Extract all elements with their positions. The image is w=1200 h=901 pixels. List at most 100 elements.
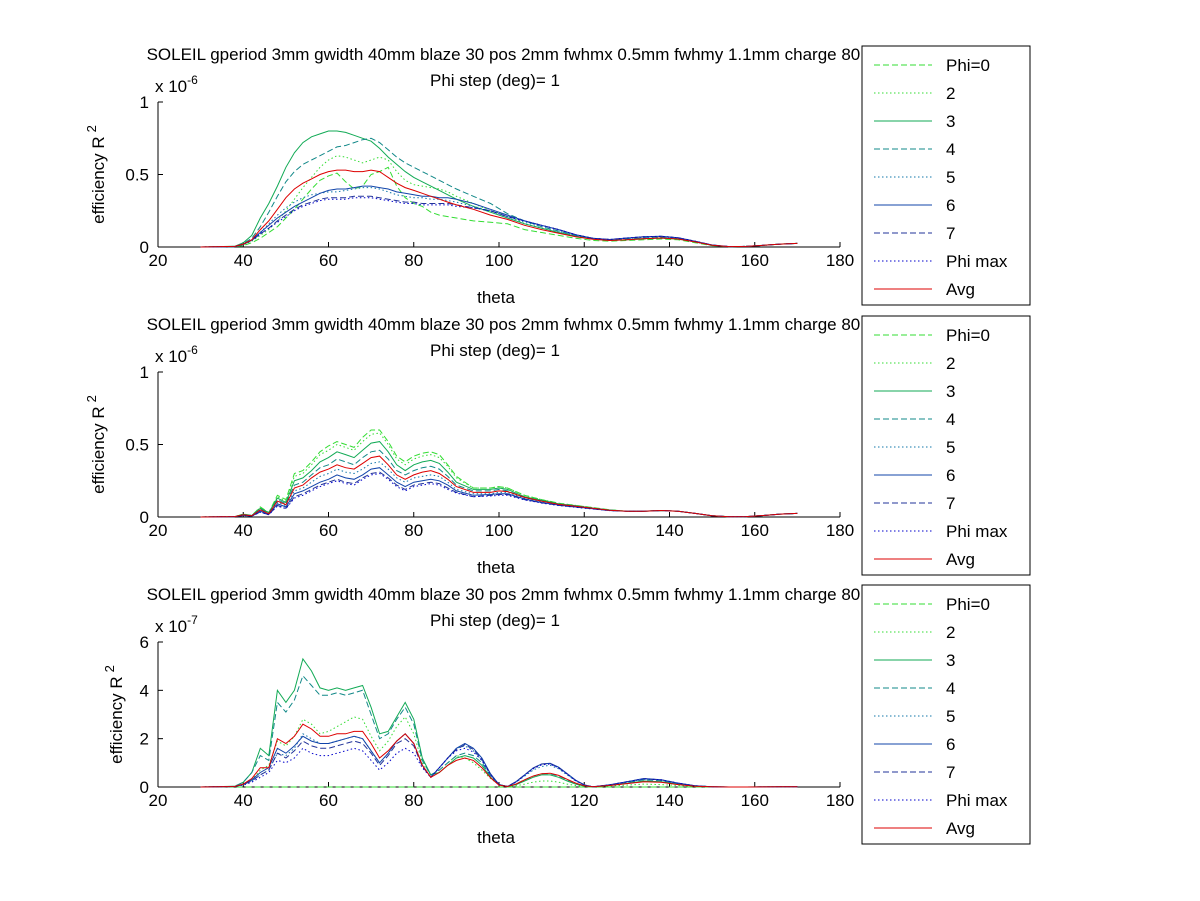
- x-tick-label: 160: [741, 791, 769, 810]
- series-line-phi-max: [200, 747, 798, 788]
- y-tick-label: 2: [140, 730, 149, 749]
- series-line-4: [200, 449, 798, 518]
- legend-entry-label: Phi max: [946, 522, 1008, 541]
- series-line-avg: [200, 723, 798, 788]
- legend-entry-label: Phi=0: [946, 56, 990, 75]
- series-line-avg: [200, 169, 798, 248]
- chart-subtitle: Phi step (deg)= 1: [430, 341, 560, 360]
- x-tick-label: 40: [234, 521, 253, 540]
- legend-entry-label: Avg: [946, 819, 975, 838]
- y-tick-label: 1: [140, 93, 149, 112]
- legend-entry-label: 3: [946, 382, 955, 401]
- y-tick-label: 6: [140, 633, 149, 652]
- x-tick-label: 60: [319, 251, 338, 270]
- y-tick-label: 0: [140, 238, 149, 257]
- chart-title: SOLEIL gperiod 3mm gwidth 40mm blaze 30 …: [147, 585, 944, 604]
- chart-title: SOLEIL gperiod 3mm gwidth 40mm blaze 30 …: [147, 315, 944, 334]
- y-tick-label: 0.5: [125, 166, 149, 185]
- chart-subtitle: Phi step (deg)= 1: [430, 611, 560, 630]
- x-tick-label: 140: [655, 521, 683, 540]
- legend-entry-label: Phi max: [946, 791, 1008, 810]
- series-line-4: [200, 137, 798, 248]
- series-group: [200, 657, 798, 788]
- x-tick-label: 100: [485, 251, 513, 270]
- legend-entry-label: 2: [946, 623, 955, 642]
- series-line-2: [200, 432, 798, 518]
- series-line-3: [200, 441, 798, 518]
- y-axis-label: efficiency R 2: [84, 125, 108, 224]
- y-tick-label: 4: [140, 681, 149, 700]
- legend: Phi=0 2 3 4 5 6 7 Phi max Avg: [861, 584, 1031, 845]
- x-tick-label: 40: [234, 791, 253, 810]
- exponent-power: -7: [187, 613, 198, 627]
- legend-entry-label: 3: [946, 651, 955, 670]
- y-tick-label: 0: [140, 778, 149, 797]
- legend-entry-label: 2: [946, 84, 955, 103]
- series-group: [200, 130, 798, 248]
- series-line-6: [200, 185, 798, 248]
- chart-panel-2: 20 40 60 80 100 120 140 160 180 0 0.5 1 x 10-6 SOLEIL…: [84, 315, 1031, 577]
- legend-entry-label: 6: [946, 466, 955, 485]
- y-axis-label: efficiency R 2: [102, 665, 126, 764]
- x-tick-label: 80: [404, 251, 423, 270]
- exponent-power: -6: [187, 73, 198, 87]
- exponent-power: -6: [187, 343, 198, 357]
- x-tick-label: 100: [485, 521, 513, 540]
- x-tick-label: 40: [234, 251, 253, 270]
- x-tick-label: 180: [826, 791, 854, 810]
- chart-panel-1: 20 40 60 80 100 120 140 160 180 0 0.5 1 x 10-6 SOLEIL…: [84, 45, 1031, 307]
- x-tick-label: 120: [570, 251, 598, 270]
- y-axis-label-text: efficiency R: [107, 676, 126, 764]
- legend-entry-label: 5: [946, 707, 955, 726]
- x-tick-label: 140: [655, 791, 683, 810]
- x-tick-label: 60: [319, 521, 338, 540]
- x-tick-label: 20: [149, 251, 168, 270]
- x-tick-label: 120: [570, 521, 598, 540]
- series-line-phi-max: [200, 197, 798, 248]
- series-line-avg: [200, 455, 798, 518]
- series-line-7: [200, 471, 798, 518]
- axis-exponent-label: x 10-6: [155, 343, 198, 366]
- legend-entry-label: 3: [946, 112, 955, 131]
- series-line-7: [200, 195, 798, 248]
- x-tick-label: 180: [826, 521, 854, 540]
- x-tick-label: 100: [485, 791, 513, 810]
- legend-entry-label: 4: [946, 410, 955, 429]
- legend-box: [861, 584, 1031, 845]
- x-tick-label: 160: [741, 521, 769, 540]
- x-tick-label: 60: [319, 791, 338, 810]
- x-tick-label: 20: [149, 791, 168, 810]
- x-tick-label: 20: [149, 521, 168, 540]
- y-tick-label: 0: [140, 508, 149, 527]
- legend-entry-label: 2: [946, 354, 955, 373]
- y-axis-label-text: efficiency R: [89, 136, 108, 224]
- x-tick-label: 140: [655, 251, 683, 270]
- series-line-3: [200, 130, 798, 248]
- x-tick-label: 120: [570, 791, 598, 810]
- legend-entry-label: 6: [946, 196, 955, 215]
- legend-entry-label: 7: [946, 224, 955, 243]
- legend: Phi=0 2 3 4 5 6 7 Phi max Avg: [861, 45, 1031, 306]
- x-tick-label: 180: [826, 251, 854, 270]
- series-group: [200, 429, 798, 518]
- y-axis-label-text: efficiency R: [89, 406, 108, 494]
- exponent-base: x 10: [155, 617, 187, 636]
- exponent-base: x 10: [155, 77, 187, 96]
- legend-entry-label: Phi=0: [946, 595, 990, 614]
- x-axis-label: theta: [477, 558, 515, 577]
- legend-entry-label: Avg: [946, 550, 975, 569]
- y-tick-label: 0.5: [125, 436, 149, 455]
- series-line-5: [200, 187, 798, 248]
- chart-panel-3: 20 40 60 80 100 120 140 160 180 0 2 4 6 x 10-7 SOLEIL …: [102, 584, 1031, 847]
- series-line-3: [200, 657, 798, 788]
- legend-entry-label: 7: [946, 494, 955, 513]
- y-axis-label: efficiency R 2: [84, 395, 108, 494]
- x-axis-label: theta: [477, 828, 515, 847]
- y-axis-label-superscript: 2: [102, 665, 117, 672]
- series-line-phi-max: [200, 472, 798, 518]
- chart-subtitle: Phi step (deg)= 1: [430, 71, 560, 90]
- series-line-4: [200, 674, 798, 788]
- legend-entry-label: 5: [946, 168, 955, 187]
- x-axis-label: theta: [477, 288, 515, 307]
